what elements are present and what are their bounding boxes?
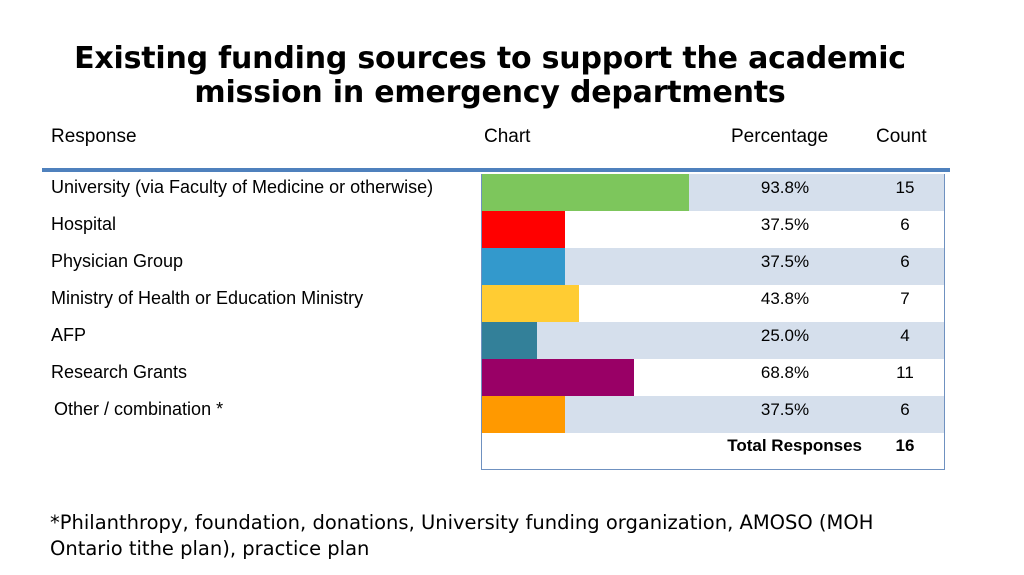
row-count: 4 [900, 326, 910, 345]
header-divider [42, 168, 950, 172]
row-label-research-grants: Research Grants [51, 362, 188, 382]
row-count: 6 [900, 400, 910, 419]
bar-4 [482, 285, 579, 322]
row-percentage: 68.8% [760, 363, 810, 382]
row-percentage: 37.5% [760, 400, 810, 419]
total-responses-count: 16 [895, 436, 915, 455]
total-responses-label: Total Responses [727, 436, 862, 455]
header-count: Count [876, 126, 927, 147]
row-count: 7 [900, 289, 910, 308]
row-label-other: Other / combination * [54, 399, 224, 419]
row-percentage: 43.8% [760, 289, 810, 308]
footnote: *Philanthropy, foundation, donations, Un… [50, 511, 874, 560]
bar-5 [482, 322, 537, 359]
bar-2 [482, 211, 565, 248]
bar-7 [482, 396, 565, 433]
header-percentage: Percentage [731, 126, 829, 147]
row-label-physician-group: Physician Group [51, 251, 184, 271]
bar-3 [482, 248, 565, 285]
row-percentage: 37.5% [760, 252, 810, 271]
row-label-hospital: Hospital [51, 214, 117, 234]
row-count: 6 [900, 215, 910, 234]
row-percentage: 93.8% [760, 178, 810, 197]
row-percentage: 37.5% [760, 215, 810, 234]
bar-6 [482, 359, 634, 396]
row-count: 11 [896, 363, 914, 382]
row-count: 6 [900, 252, 910, 271]
header-response: Response [51, 126, 137, 147]
row-label-ministry: Ministry of Health or Education Ministry [51, 288, 364, 308]
row-band [481, 322, 945, 359]
row-label-afp: AFP [51, 325, 87, 345]
row-percentage: 25.0% [760, 326, 810, 345]
page-title: Existing funding sources to support the … [74, 41, 906, 110]
header-chart: Chart [484, 126, 531, 147]
bar-1 [482, 174, 689, 211]
row-count: 15 [895, 178, 915, 197]
row-label-university: University (via Faculty of Medicine or o… [51, 177, 434, 197]
